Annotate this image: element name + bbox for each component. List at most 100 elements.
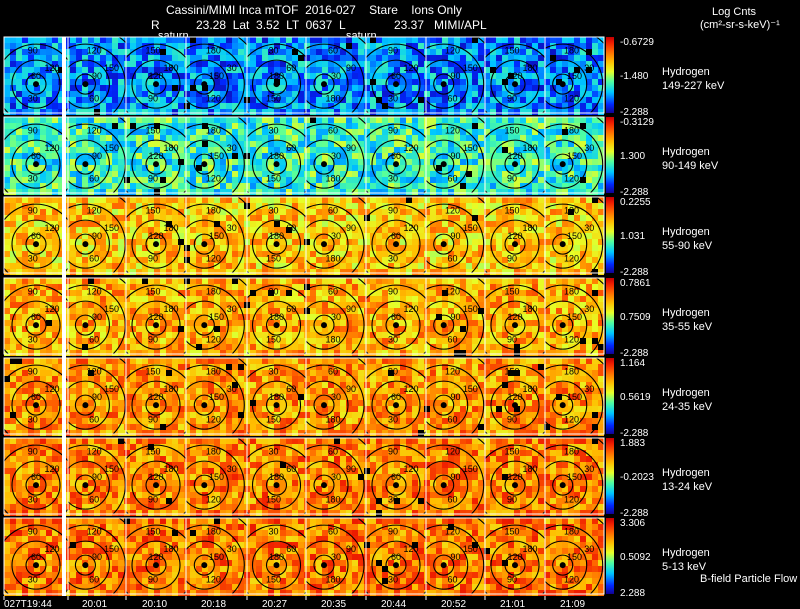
heatmap-cell (154, 85, 160, 91)
heatmap-cell (508, 135, 514, 141)
contour-line (433, 153, 455, 175)
heatmap-cell (550, 171, 556, 177)
heatmap-cell (538, 135, 544, 141)
heatmap-cell (364, 245, 370, 251)
heatmap-cell (412, 85, 418, 91)
heatmap-cell (532, 269, 538, 275)
heatmap-cell (118, 290, 124, 296)
heatmap-cell (466, 135, 472, 141)
heatmap-cell (4, 147, 10, 153)
heatmap-cell (592, 171, 598, 177)
heatmap-cell (190, 67, 196, 73)
contour-label: 60 (391, 231, 401, 241)
contour-line (131, 139, 181, 189)
colorbar-step (606, 185, 614, 186)
colorbar-step (606, 214, 614, 215)
heatmap-cell (196, 91, 202, 97)
energy-label: 149-227 keV (662, 80, 725, 92)
heatmap-cell (208, 296, 214, 302)
heatmap-cell (580, 203, 586, 209)
heatmap-cell (496, 91, 502, 97)
heatmap-cell (532, 55, 538, 61)
heatmap-cell (514, 278, 520, 284)
heatmap-cell (388, 290, 394, 296)
heatmap-cell (34, 37, 40, 43)
heatmap-cell (592, 85, 598, 91)
heatmap-cell (526, 85, 532, 91)
heatmap-cell (130, 284, 136, 290)
contour-line (247, 43, 306, 113)
heatmap-cell (382, 91, 388, 97)
heatmap-cell (82, 233, 88, 239)
heatmap-cell (346, 197, 352, 203)
heatmap-cell (106, 91, 112, 97)
heatmap-cell (64, 290, 70, 296)
heatmap-cell (502, 55, 508, 61)
heatmap-cell (388, 296, 394, 302)
heatmap-cell (190, 135, 196, 141)
saturn-marker (82, 81, 89, 88)
heatmap-cell (544, 159, 550, 165)
heatmap-cell (346, 290, 352, 296)
heatmap-cell (418, 227, 424, 233)
heatmap-cell (34, 61, 40, 67)
heatmap-cell (136, 177, 142, 183)
heatmap-cell (202, 308, 208, 314)
heatmap-cell (100, 135, 106, 141)
heatmap-cell (220, 67, 226, 73)
heatmap-cell (40, 141, 46, 147)
heatmap-cell (28, 91, 34, 97)
heatmap-cell (478, 123, 484, 129)
colorbar-step (606, 222, 614, 223)
heatmap-cell (268, 49, 274, 55)
heatmap-cell (454, 117, 460, 123)
heatmap-cell (148, 165, 154, 171)
heatmap-cell (82, 290, 88, 296)
heatmap-cell (538, 165, 544, 171)
heatmap-cell (124, 233, 130, 239)
heatmap-cell (250, 171, 256, 177)
heatmap-cell (580, 67, 586, 73)
heatmap-cell (412, 239, 418, 245)
heatmap-cell (418, 239, 424, 245)
heatmap-cell (550, 290, 556, 296)
heatmap-cell (286, 233, 292, 239)
heatmap-cell (538, 91, 544, 97)
heatmap-cell (532, 203, 538, 209)
heatmap-cell (40, 61, 46, 67)
heatmap-cell (532, 79, 538, 85)
contour-label: 150 (504, 206, 519, 216)
heatmap-cell (34, 269, 40, 275)
heatmap-cell (442, 55, 448, 61)
heatmap-cell (190, 61, 196, 67)
heatmap-cell (286, 91, 292, 97)
heatmap-cell (556, 91, 562, 97)
heatmap-cell (220, 109, 226, 115)
heatmap-cell (214, 171, 220, 177)
heatmap-cell (592, 141, 598, 147)
heatmap-cell (490, 209, 496, 215)
heatmap-cell (16, 284, 22, 290)
colorbar-step (606, 160, 614, 161)
heatmap-cell (238, 197, 244, 203)
heatmap-cell (280, 302, 286, 308)
heatmap-cell (196, 103, 202, 109)
heatmap-cell (166, 49, 172, 55)
heatmap-cell (556, 85, 562, 91)
heatmap-cell (16, 129, 22, 135)
heatmap-cell (406, 79, 412, 85)
contour-label: 90 (346, 143, 356, 153)
colorbar-step (606, 230, 614, 231)
heatmap-cell (112, 37, 118, 43)
colorbar-step (606, 148, 614, 149)
heatmap-cell (292, 239, 298, 245)
heatmap-cell (238, 189, 244, 195)
heatmap-cell (538, 67, 544, 73)
heatmap-cell (286, 147, 292, 153)
heatmap-cell (64, 159, 70, 165)
heatmap-cell (40, 197, 46, 203)
heatmap-cell (376, 189, 382, 195)
heatmap-cell (202, 183, 208, 189)
heatmap-cell (520, 109, 526, 115)
